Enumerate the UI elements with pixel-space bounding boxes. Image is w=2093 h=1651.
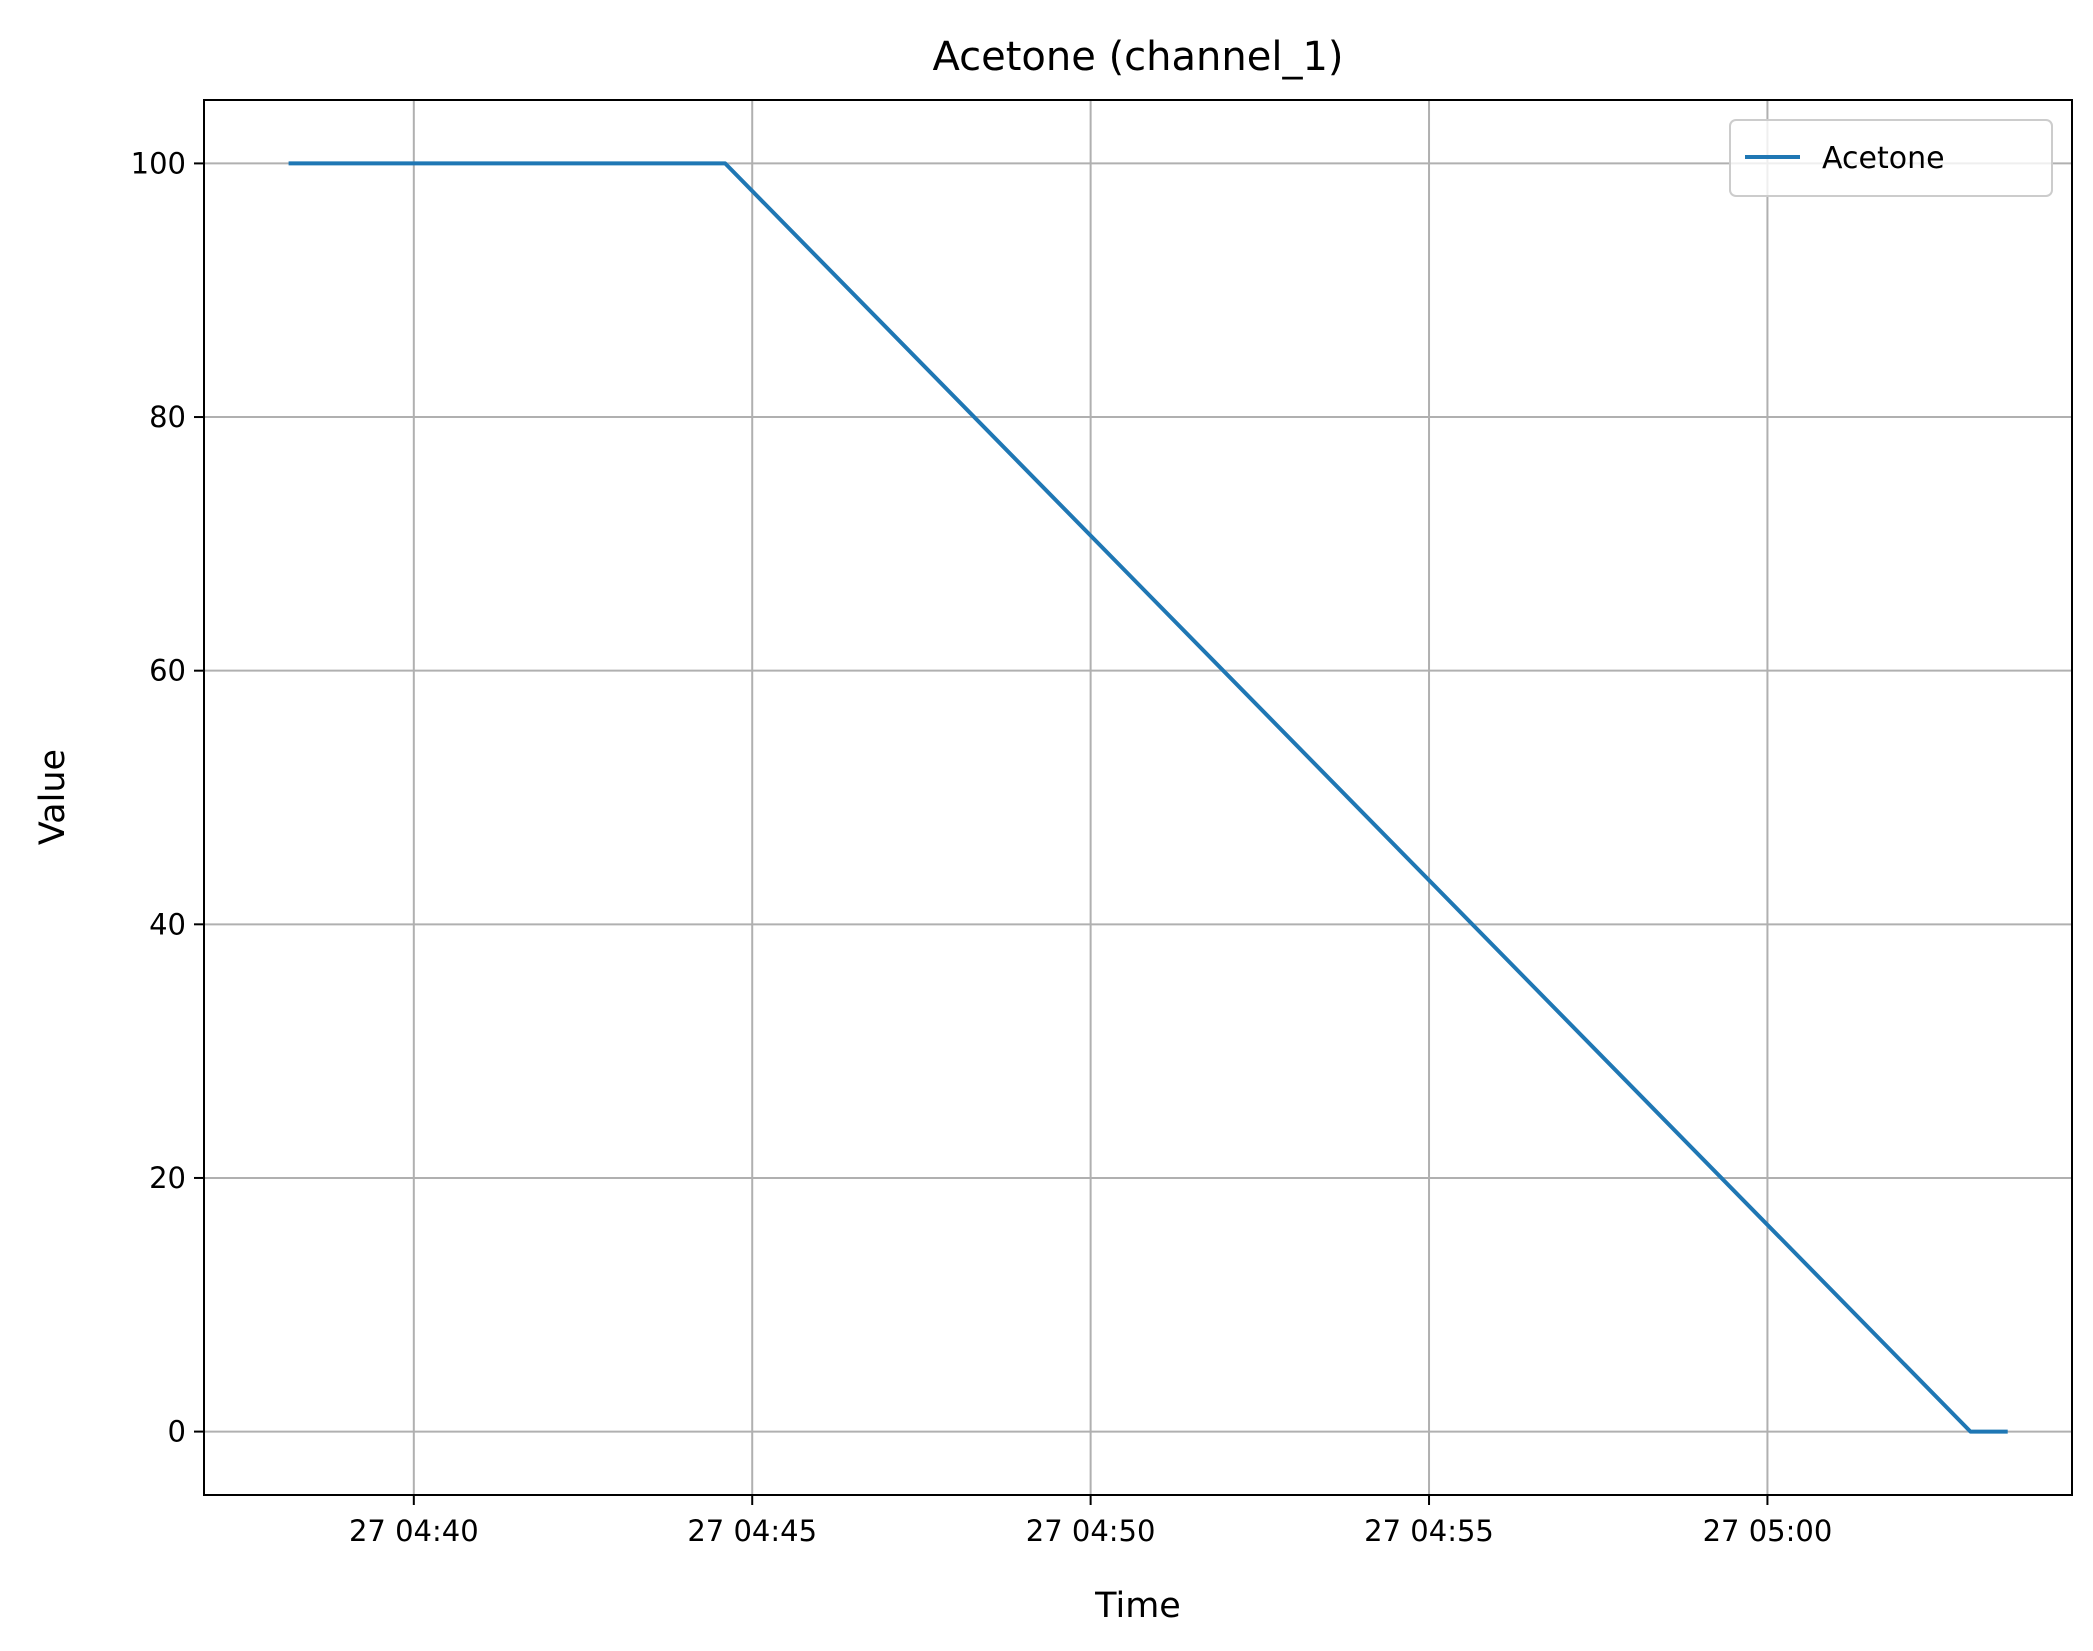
y-tick-label: 0 [168,1415,186,1449]
y-tick-label: 80 [149,400,186,434]
x-tick-label: 27 04:50 [1026,1514,1156,1548]
grid [204,100,2072,1495]
x-axis-label: Time [1094,1586,1181,1626]
y-tick-label: 60 [149,654,186,688]
plot-frame [203,99,2073,1496]
y-tick-label: 100 [131,146,186,180]
x-tick-label: 27 04:55 [1364,1514,1494,1548]
legend-label-acetone: Acetone [1822,141,1945,176]
ticks: 0 20 40 60 80 100 27 04:40 27 04:45 27 04:50 27 0… [131,146,1833,1548]
series-line-acetone [288,161,2008,1434]
y-axis-label: Value [33,749,73,845]
y-tick-label: 40 [149,907,186,941]
series-layer [288,161,2008,1434]
x-tick-label: 27 05:00 [1703,1514,1833,1548]
plot-area [204,100,2072,1495]
legend-box [1729,119,2053,197]
chart-title: Acetone (channel_1) [932,34,1343,80]
x-tick-label: 27 04:40 [349,1514,479,1548]
x-tick-label: 27 04:45 [687,1514,817,1548]
y-tick-label: 20 [149,1161,186,1195]
legend: Acetone [1729,119,2053,197]
